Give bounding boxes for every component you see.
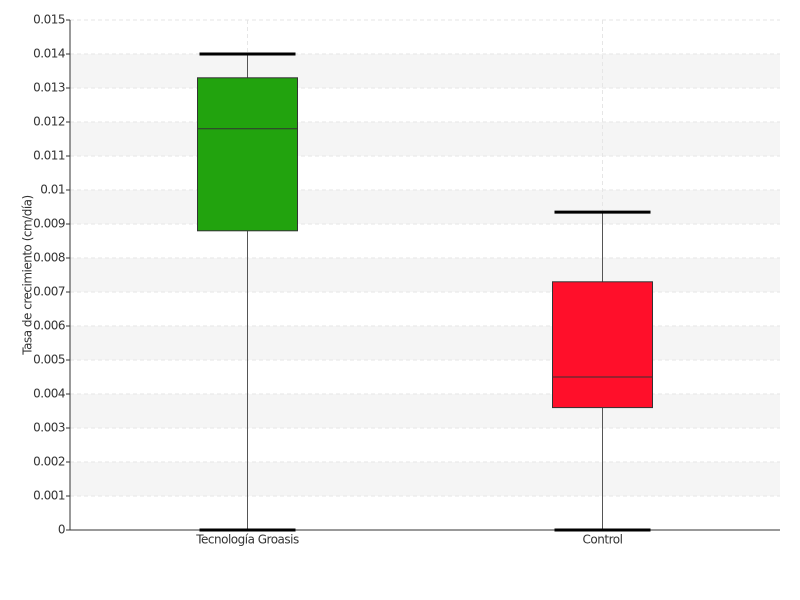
y-tick-label: 0.006	[33, 319, 65, 333]
y-tick-label: 0.007	[33, 285, 65, 299]
grid-band	[70, 326, 780, 360]
grid-band	[70, 258, 780, 292]
y-tick-label: 0.001	[33, 489, 65, 503]
box	[197, 77, 298, 232]
x-tick-label: Control	[583, 533, 623, 547]
grid-band	[70, 462, 780, 496]
y-tick-label: 0.01	[40, 183, 65, 197]
grid-band	[70, 394, 780, 428]
y-tick-label: 0.013	[33, 81, 65, 95]
y-tick-label: 0.012	[33, 115, 65, 129]
y-tick-label: 0.014	[33, 47, 65, 61]
y-axis-label: Tasa de crecimiento (cm/día)	[21, 195, 35, 355]
y-tick-label: 0.004	[33, 387, 65, 401]
x-tick-label: Tecnología Groasis	[195, 533, 299, 547]
y-tick-label: 0.002	[33, 455, 65, 469]
y-tick-label: 0.015	[33, 13, 65, 27]
grid-band	[70, 190, 780, 224]
grid-band	[70, 122, 780, 156]
y-tick-label: 0.005	[33, 353, 65, 367]
y-tick-label: 0.009	[33, 217, 65, 231]
y-tick-label: 0	[58, 523, 65, 537]
grid-band	[70, 54, 780, 88]
y-tick-label: 0.003	[33, 421, 65, 435]
y-tick-label: 0.011	[33, 149, 65, 163]
y-tick-label: 0.008	[33, 251, 65, 265]
box	[552, 281, 653, 409]
